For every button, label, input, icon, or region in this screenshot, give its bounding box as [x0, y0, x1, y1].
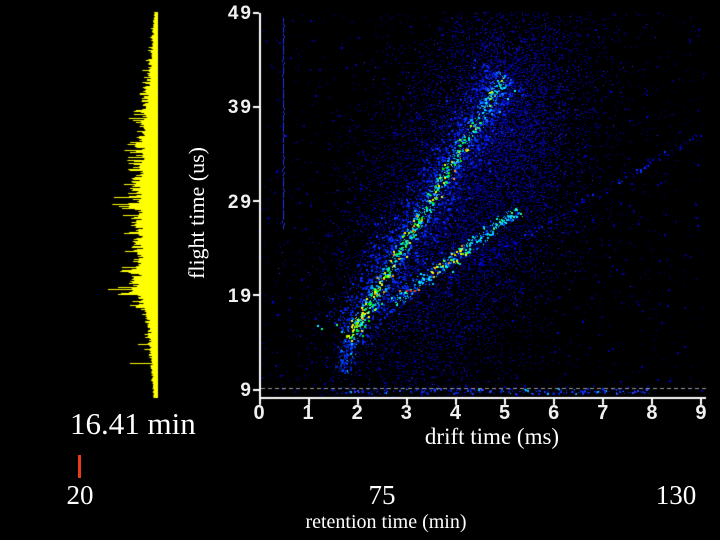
- x-axis-title: drift time (ms): [424, 424, 560, 449]
- retention-marker-label: 16.41 min: [70, 406, 196, 441]
- retention-axis-title: retention time (min): [305, 511, 467, 533]
- x-tick-label: 6: [548, 402, 560, 424]
- x-tick-label: 3: [400, 402, 412, 424]
- x-tick-label: 8: [646, 402, 658, 424]
- x-tick-label: 4: [449, 402, 461, 424]
- retention-tick-label: 75: [368, 480, 396, 510]
- y-tick-label: 19: [227, 285, 253, 307]
- retention-marker-tick[interactable]: [78, 455, 81, 478]
- y-tick-label: 49: [227, 3, 253, 24]
- x-tick-label: 2: [351, 402, 363, 424]
- retention-tick-label: 130: [655, 480, 697, 510]
- retention-tick-label: 20: [66, 480, 94, 510]
- y-tick-label: 9: [240, 380, 253, 401]
- y-tick-label: 39: [227, 97, 253, 119]
- x-tick-label: 1: [302, 402, 314, 424]
- y-tick-label: 29: [227, 191, 253, 213]
- x-tick-label: 5: [498, 402, 511, 424]
- y-axis-title: flight time (us): [184, 147, 209, 279]
- x-tick-label: 0: [253, 402, 265, 424]
- x-tick-label: 9: [695, 402, 707, 424]
- x-tick-label: 7: [597, 402, 609, 424]
